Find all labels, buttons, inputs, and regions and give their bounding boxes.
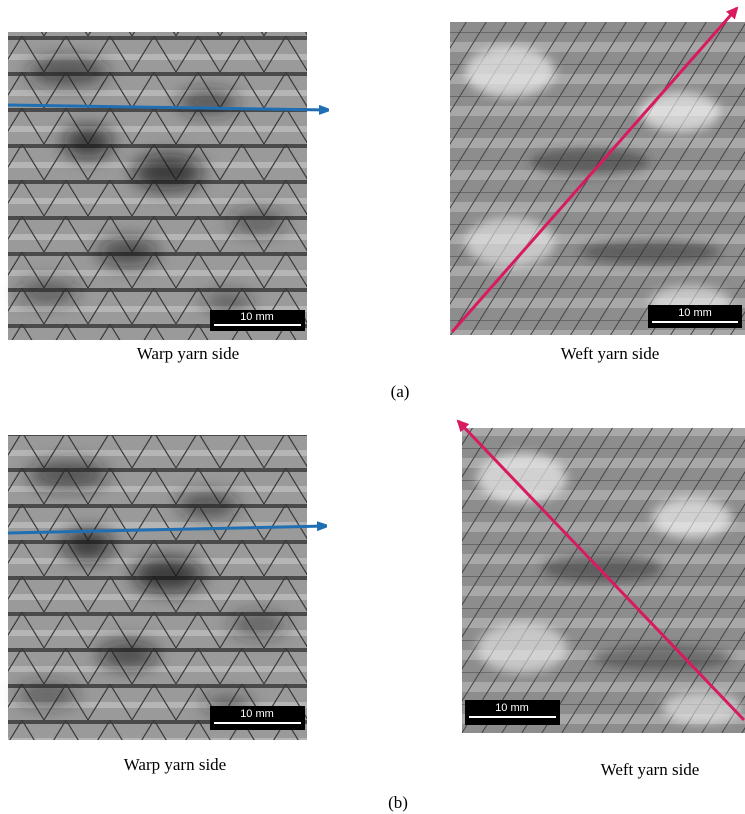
caption: Warp yarn side: [124, 755, 226, 774]
micrograph-weft-a: 10 mm: [450, 22, 745, 335]
panel-label: (b): [388, 793, 408, 812]
caption: Weft yarn side: [601, 760, 700, 779]
panel-label: (a): [391, 382, 410, 401]
micrograph-weft-b: 10 mm: [462, 428, 745, 733]
micrograph-warp-b: 10 mm: [8, 435, 307, 740]
scale-bar-label: 10 mm: [240, 311, 274, 323]
scale-bar-label: 10 mm: [678, 307, 712, 319]
caption: Warp yarn side: [137, 344, 239, 363]
caption: Weft yarn side: [561, 344, 660, 363]
figure: 10 mm Warp yarn side 10 mm Weft yarn sid…: [0, 0, 745, 814]
micrograph-warp-a: 10 mm: [8, 32, 307, 340]
scale-bar-label: 10 mm: [240, 708, 274, 720]
scale-bar-label: 10 mm: [495, 702, 529, 714]
